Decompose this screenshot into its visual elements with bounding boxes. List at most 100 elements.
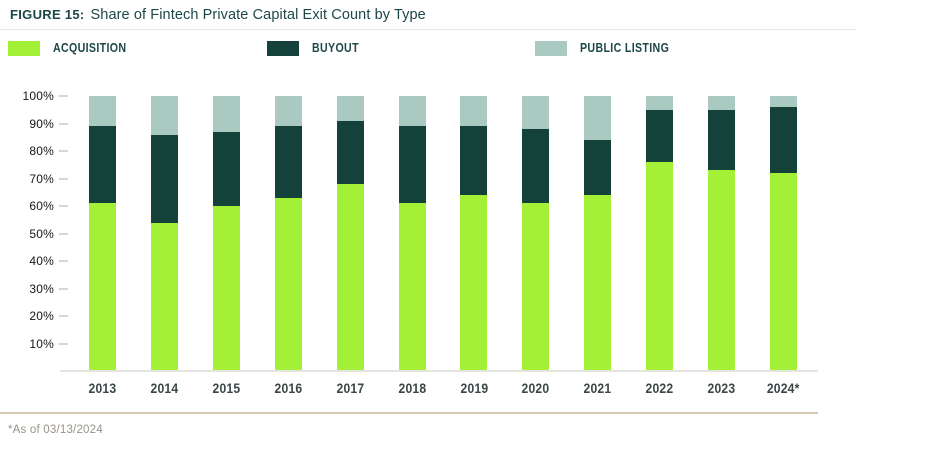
y-tick-mark [59, 315, 68, 317]
x-tick-label: 2014 [150, 381, 179, 396]
legend-item-acquisition: ACQUISITION [8, 40, 139, 56]
bar-2013 [89, 96, 116, 371]
x-label-cell: 2016 [274, 381, 303, 396]
bar-2021 [584, 96, 612, 371]
segment-acquisition [769, 173, 797, 371]
segment-public-listing [584, 96, 612, 140]
x-tick-label: 2013 [88, 381, 117, 396]
y-tick-label: 60% [29, 199, 54, 213]
bar-2019 [460, 96, 488, 371]
figure-header: FIGURE 15: Share of Fintech Private Capit… [10, 6, 426, 24]
segment-acquisition [89, 203, 116, 371]
segment-buyout [336, 120, 364, 184]
x-tick-label: 2022 [645, 381, 674, 396]
x-label-cell: 2019 [460, 381, 488, 396]
y-tick-mark [59, 342, 68, 345]
segment-public-listing [336, 96, 364, 121]
y-tick-label: 90% [29, 116, 54, 131]
x-tick-label: 2024* [767, 381, 800, 396]
x-label-cell: 2022 [645, 381, 674, 396]
segment-acquisition [336, 184, 364, 371]
footnote-divider [0, 412, 818, 414]
x-tick-label: 2020 [521, 381, 550, 396]
segment-buyout [584, 140, 612, 195]
segment-acquisition [522, 203, 550, 371]
x-label-cell: 2017 [336, 381, 365, 396]
y-tick-label: 70% [29, 171, 54, 186]
acquisition-swatch-icon [8, 40, 40, 56]
bars [89, 96, 797, 371]
y-tick-mark [59, 150, 68, 152]
y-tick-mark [59, 122, 68, 125]
segment-buyout [398, 126, 426, 204]
x-label-cell: 2014 [150, 381, 179, 396]
x-axis-labels: 2013 2014 2015 2016 2017 2018 2019 2020 2021 2022… [88, 381, 800, 396]
segment-public-listing [708, 96, 736, 110]
bar-2018 [398, 96, 426, 371]
legend-label: ACQUISITION [53, 41, 127, 55]
segment-public-listing [646, 96, 674, 110]
footnote: *As of 03/13/2024 [8, 424, 103, 436]
y-tick-mark [59, 232, 68, 235]
bar-2015 [212, 96, 240, 371]
x-axis-baseline [60, 370, 818, 372]
y-tick-mark [59, 205, 68, 207]
y-tick-label: 80% [29, 144, 54, 158]
segment-public-listing [89, 96, 116, 127]
segment-acquisition [708, 170, 736, 371]
buyout-swatch-icon [267, 40, 299, 56]
y-tick-label: 100% [22, 89, 54, 103]
figure-number-label: FIGURE 15: [10, 7, 85, 22]
x-tick-label: 2017 [336, 381, 365, 396]
page-title: Share of Fintech Private Capital Exit Co… [90, 7, 426, 23]
stacked-bar-chart: 10% 20% 30% 40% 50% 60% 70% 80% 90% 100% [0, 89, 860, 371]
x-tick-label: 2016 [274, 381, 303, 396]
segment-buyout [646, 109, 674, 162]
bar-2020 [522, 96, 550, 371]
segment-acquisition [274, 197, 302, 371]
x-tick-label: 2019 [460, 381, 488, 396]
x-label-cell: 2018 [398, 381, 426, 396]
segment-buyout [212, 131, 240, 206]
y-tick-label: 40% [29, 254, 54, 268]
bar-2023 [708, 96, 736, 371]
segment-buyout [522, 129, 550, 204]
y-tick-mark [59, 95, 68, 97]
segment-acquisition [212, 206, 240, 371]
title-divider [0, 29, 856, 30]
x-label-cell: 2024* [767, 381, 800, 396]
segment-public-listing [212, 96, 240, 132]
x-label-cell: 2023 [707, 381, 736, 396]
bar-2016 [274, 96, 302, 371]
x-tick-label: 2015 [212, 381, 241, 396]
y-tick-mark [59, 177, 68, 180]
segment-buyout [708, 109, 736, 171]
y-tick-label: 10% [29, 336, 54, 351]
x-label-cell: 2013 [88, 381, 117, 396]
segment-public-listing [398, 96, 426, 127]
segment-public-listing [150, 96, 178, 135]
segment-acquisition [398, 203, 426, 371]
segment-acquisition [584, 195, 612, 371]
legend-label: PUBLIC LISTING [580, 41, 670, 55]
segment-acquisition [646, 162, 674, 371]
segment-public-listing [460, 96, 488, 127]
y-tick-mark [59, 287, 68, 290]
legend-label: BUYOUT [312, 41, 359, 55]
segment-acquisition [150, 222, 178, 371]
segment-public-listing [274, 96, 302, 127]
x-tick-label: 2023 [707, 381, 736, 396]
y-tick-mark [59, 260, 68, 262]
bar-2017 [336, 96, 364, 371]
x-label-cell: 2020 [521, 381, 550, 396]
segment-public-listing [769, 96, 797, 107]
legend-item-buyout: BUYOUT [267, 40, 367, 56]
segment-buyout [89, 126, 116, 204]
public-listing-swatch-icon [535, 40, 567, 56]
y-tick-label: 50% [29, 226, 54, 241]
segment-acquisition [460, 195, 488, 371]
y-tick-label: 20% [29, 309, 54, 323]
legend-item-public-listing: PUBLIC LISTING [535, 40, 685, 56]
x-label-cell: 2015 [212, 381, 241, 396]
